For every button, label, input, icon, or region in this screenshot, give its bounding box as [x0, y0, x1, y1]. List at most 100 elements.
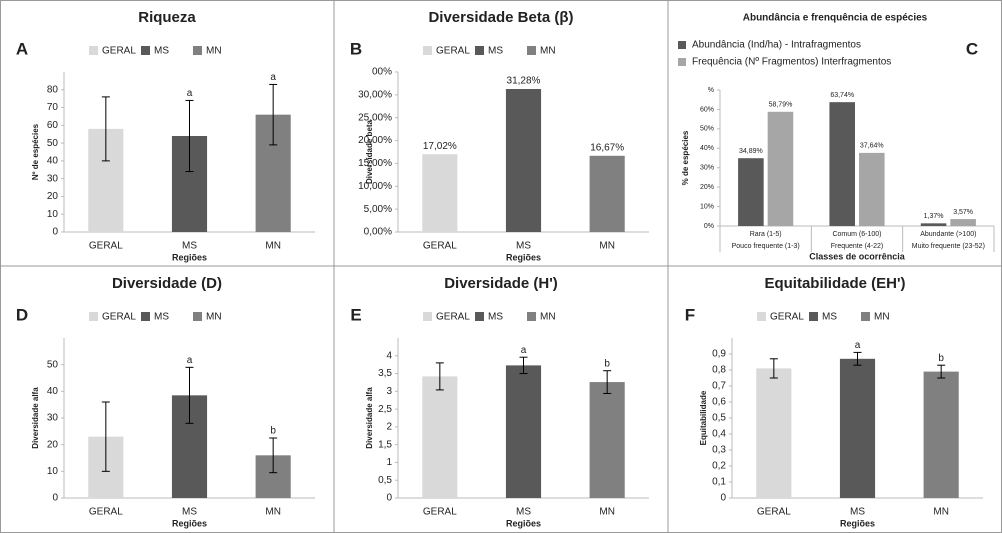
x-tick-label: MS [516, 507, 531, 518]
x-tick-label: Comum (6-100) [832, 231, 881, 238]
y-tick-label: 40% [700, 145, 714, 152]
value-label: 31,28% [507, 76, 541, 87]
panel-label: C [966, 39, 978, 58]
y-tick-label: 40 [47, 156, 59, 167]
chart-title: Abundância e frenquência de espécies [743, 13, 928, 24]
legend-swatch [678, 58, 686, 66]
chart-title: Diversidade Beta (β) [428, 9, 573, 26]
x-tick-label: MN [265, 241, 281, 252]
y-tick-label: 3,5 [378, 368, 392, 379]
y-tick-label: 2,5 [378, 404, 392, 415]
bar [505, 365, 542, 498]
x-tick-label: MS [182, 241, 197, 252]
legend-swatch [423, 312, 432, 321]
legend-swatch [527, 312, 536, 321]
y-tick-label: 0,9 [712, 349, 726, 360]
y-tick-label: 0,3 [712, 445, 726, 456]
legend-swatch [861, 312, 870, 321]
bar [839, 358, 876, 498]
legend-label: GERAL [102, 312, 136, 323]
y-tick-label: 0,6 [712, 397, 726, 408]
y-axis-label: Nº de espécies [31, 123, 40, 180]
x-tick-label: GERAL [89, 507, 123, 518]
legend-swatch [475, 46, 484, 55]
legend-swatch [141, 46, 150, 55]
x-tick-label: MN [265, 507, 281, 518]
legend-swatch [527, 46, 536, 55]
y-tick-label: 70 [47, 102, 59, 113]
x-tick-label: Frequente (4-22) [831, 243, 884, 250]
x-tick-label: MN [599, 507, 615, 518]
y-tick-label: 30,00% [358, 89, 392, 100]
value-label: 1,37% [924, 213, 944, 220]
panel-label: E [350, 305, 361, 324]
y-tick-label: 30 [47, 173, 59, 184]
legend-label: MN [206, 312, 222, 323]
y-tick-label: 5,00% [364, 204, 392, 215]
legend-swatch [193, 46, 202, 55]
chart-title: Riqueza [138, 9, 196, 26]
y-tick-label: 20% [700, 184, 714, 191]
bar [422, 376, 458, 498]
y-tick-label: 40 [47, 386, 59, 397]
bar [756, 368, 792, 498]
annotation: a [270, 72, 276, 83]
y-tick-label: 0,5 [378, 475, 392, 486]
chart-title: Equitabilidade (EH') [764, 275, 905, 292]
legend-label: MN [540, 46, 556, 57]
legend-swatch [89, 46, 98, 55]
y-axis-label: Diversidade alfa [31, 387, 40, 449]
legend-label: MN [874, 312, 890, 323]
panel-label: F [685, 305, 695, 324]
bar [767, 111, 794, 226]
x-tick-label: MN [933, 507, 949, 518]
y-tick-label: 10% [700, 203, 714, 210]
value-label: 58,79% [769, 102, 793, 109]
y-tick-label: 0,5 [712, 413, 726, 424]
value-label: 17,02% [423, 141, 457, 152]
panel-label: B [350, 39, 362, 58]
y-tick-label: % [708, 87, 714, 94]
y-tick-label: 0,4 [712, 429, 726, 440]
legend-swatch [89, 312, 98, 321]
panel-label: A [16, 39, 28, 58]
x-axis-label: Regiões [840, 518, 875, 528]
legend-label: Frequência (Nº Fragmentos) Interfragment… [692, 57, 891, 68]
legend-swatch [475, 312, 484, 321]
annotation: b [938, 353, 944, 364]
bar [589, 155, 625, 232]
value-label: 3,57% [953, 209, 973, 216]
annotation: a [187, 88, 193, 99]
x-axis-label: Classes de ocorrência [809, 251, 906, 261]
legend-label: MS [822, 312, 837, 323]
legend-label: GERAL [770, 312, 804, 323]
legend-label: MS [154, 312, 169, 323]
value-label: 34,89% [739, 148, 763, 155]
y-tick-label: 10,00% [358, 181, 392, 192]
x-axis-label: Regiões [506, 518, 541, 528]
legend-label: MS [154, 46, 169, 57]
legend-swatch [193, 312, 202, 321]
annotation: a [855, 340, 861, 351]
legend-label: GERAL [102, 46, 136, 57]
legend-swatch [423, 46, 432, 55]
annotation: a [187, 355, 193, 366]
y-axis-label: Equitabilidade [699, 390, 708, 445]
y-tick-label: 00% [372, 67, 392, 78]
x-tick-label: Rara (1-5) [750, 231, 782, 238]
legend-swatch [809, 312, 818, 321]
bar [920, 223, 947, 226]
y-tick-label: 60% [700, 106, 714, 113]
annotation: b [270, 426, 276, 437]
x-tick-label: GERAL [89, 241, 123, 252]
x-tick-label: MS [516, 241, 531, 252]
y-tick-label: 3 [386, 386, 392, 397]
chart-title: Diversidade (D) [112, 275, 222, 292]
y-tick-label: 4 [386, 350, 392, 361]
legend-label: MN [206, 46, 222, 57]
y-tick-label: 30% [700, 165, 714, 172]
y-tick-label: 0% [704, 223, 714, 230]
bar [505, 89, 542, 233]
legend-label: MN [540, 312, 556, 323]
